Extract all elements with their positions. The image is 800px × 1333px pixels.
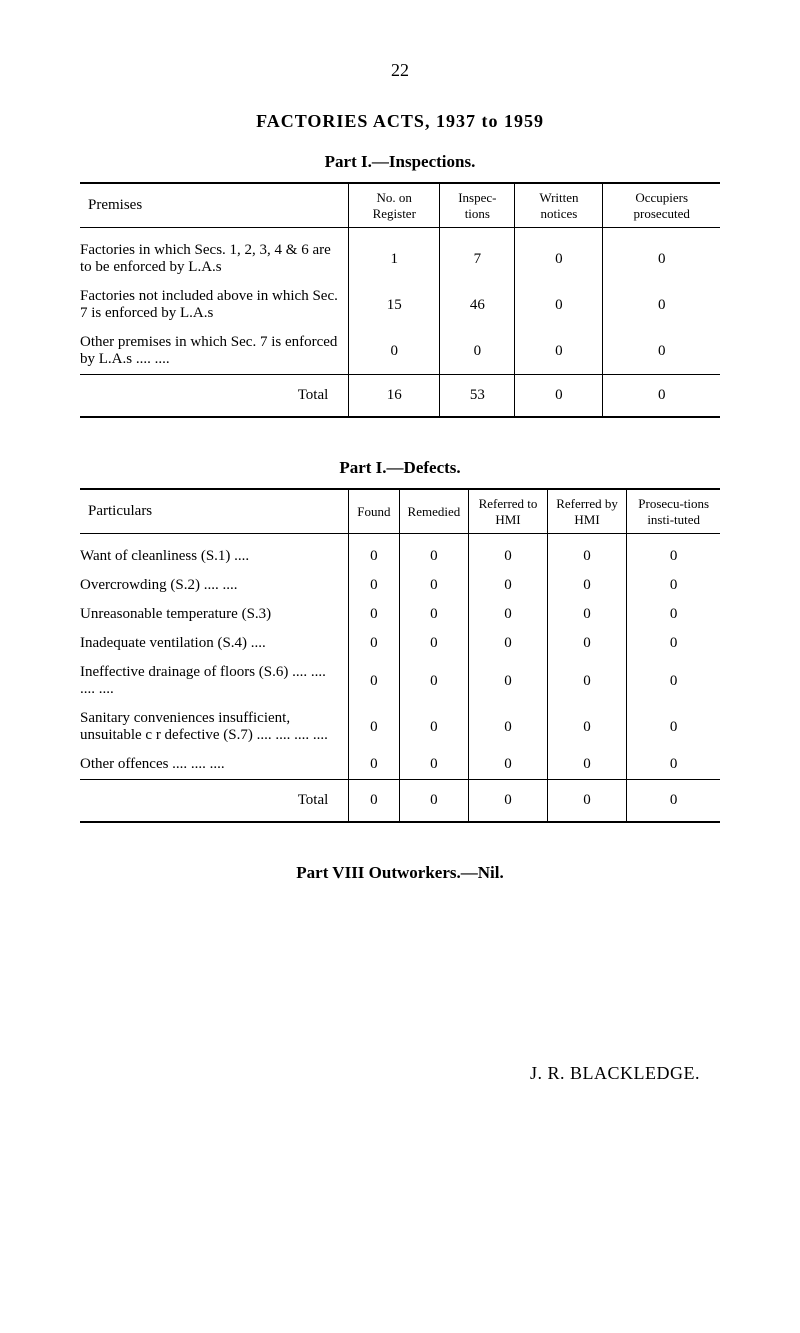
cell: 53 — [440, 375, 515, 418]
row-label: Sanitary conveniences insufficient, unsu… — [80, 704, 349, 750]
cell: 0 — [627, 534, 720, 572]
row-label: Want of cleanliness (S.1) .... — [80, 534, 349, 572]
table-row: Factories in which Secs. 1, 2, 3, 4 & 6 … — [80, 228, 720, 283]
table-row: Sanitary conveniences insufficient, unsu… — [80, 704, 720, 750]
col-prosecuted: Occupiers prosecuted — [603, 183, 720, 228]
page-number: 22 — [80, 60, 720, 81]
cell: 0 — [547, 629, 627, 658]
row-label: Other offences .... .... .... — [80, 750, 349, 780]
cell: 0 — [349, 328, 440, 375]
inspections-table: Premises No. on Register Inspec-tions Wr… — [80, 182, 720, 418]
row-label: Overcrowding (S.2) .... .... — [80, 571, 349, 600]
table-row: Other offences .... .... .... 0 0 0 0 0 — [80, 750, 720, 780]
cell: 0 — [515, 375, 603, 418]
cell: 0 — [627, 629, 720, 658]
total-label: Total — [80, 375, 349, 418]
row-label: Ineffective drainage of floors (S.6) ...… — [80, 658, 349, 704]
cell: 0 — [627, 600, 720, 629]
cell: 0 — [469, 571, 548, 600]
col-notices: Written notices — [515, 183, 603, 228]
cell: 0 — [349, 600, 399, 629]
cell: 0 — [547, 658, 627, 704]
cell: 0 — [547, 704, 627, 750]
total-row: Total 16 53 0 0 — [80, 375, 720, 418]
cell: 0 — [349, 750, 399, 780]
part1-defects-title: Part I.—Defects. — [80, 458, 720, 478]
cell: 0 — [547, 600, 627, 629]
table-row: Want of cleanliness (S.1) .... 0 0 0 0 0 — [80, 534, 720, 572]
cell: 0 — [547, 750, 627, 780]
cell: 0 — [547, 534, 627, 572]
cell: 46 — [440, 282, 515, 328]
cell: 0 — [627, 750, 720, 780]
table-row: Factories not included above in which Se… — [80, 282, 720, 328]
part8-outworkers: Part VIII Outworkers.—Nil. — [80, 863, 720, 883]
cell: 0 — [627, 658, 720, 704]
cell: 0 — [349, 704, 399, 750]
total-row: Total 0 0 0 0 0 — [80, 780, 720, 823]
cell: 0 — [349, 658, 399, 704]
cell: 0 — [399, 571, 469, 600]
col-ref-by: Referred by HMI — [547, 489, 627, 534]
cell: 0 — [515, 228, 603, 283]
cell: 0 — [627, 780, 720, 823]
author-name: J. R. BLACKLEDGE. — [80, 1063, 700, 1084]
col-prosec: Prosecu-tions insti-tuted — [627, 489, 720, 534]
table-row: Ineffective drainage of floors (S.6) ...… — [80, 658, 720, 704]
cell: 0 — [440, 328, 515, 375]
cell: 7 — [440, 228, 515, 283]
col-remedied: Remedied — [399, 489, 469, 534]
table-row: Other premises in which Sec. 7 is enforc… — [80, 328, 720, 375]
cell: 0 — [547, 780, 627, 823]
cell: 0 — [627, 704, 720, 750]
col-premises: Premises — [80, 183, 349, 228]
cell: 0 — [349, 629, 399, 658]
table-row: Overcrowding (S.2) .... .... 0 0 0 0 0 — [80, 571, 720, 600]
col-inspections: Inspec-tions — [440, 183, 515, 228]
cell: 0 — [547, 571, 627, 600]
cell: 0 — [469, 658, 548, 704]
cell: 0 — [469, 629, 548, 658]
main-title: FACTORIES ACTS, 1937 to 1959 — [80, 111, 720, 132]
cell: 16 — [349, 375, 440, 418]
row-label: Unreasonable temperature (S.3) — [80, 600, 349, 629]
row-label: Other premises in which Sec. 7 is enforc… — [80, 328, 349, 375]
cell: 0 — [469, 704, 548, 750]
cell: 0 — [349, 780, 399, 823]
cell: 0 — [469, 534, 548, 572]
cell: 0 — [469, 750, 548, 780]
part1-inspections-title: Part I.—Inspections. — [80, 152, 720, 172]
cell: 0 — [399, 629, 469, 658]
cell: 0 — [399, 704, 469, 750]
cell: 0 — [603, 328, 720, 375]
cell: 1 — [349, 228, 440, 283]
cell: 0 — [349, 571, 399, 600]
cell: 0 — [603, 282, 720, 328]
col-ref-to: Referred to HMI — [469, 489, 548, 534]
cell: 0 — [399, 600, 469, 629]
cell: 0 — [627, 571, 720, 600]
col-found: Found — [349, 489, 399, 534]
cell: 0 — [349, 534, 399, 572]
table-row: Unreasonable temperature (S.3) 0 0 0 0 0 — [80, 600, 720, 629]
cell: 0 — [399, 658, 469, 704]
row-label: Inadequate ventilation (S.4) .... — [80, 629, 349, 658]
cell: 0 — [399, 780, 469, 823]
defects-table: Particulars Found Remedied Referred to H… — [80, 488, 720, 823]
cell: 15 — [349, 282, 440, 328]
cell: 0 — [399, 750, 469, 780]
row-label: Factories not included above in which Se… — [80, 282, 349, 328]
cell: 0 — [515, 328, 603, 375]
cell: 0 — [469, 780, 548, 823]
cell: 0 — [603, 375, 720, 418]
row-label: Factories in which Secs. 1, 2, 3, 4 & 6 … — [80, 228, 349, 283]
cell: 0 — [603, 228, 720, 283]
table-row: Inadequate ventilation (S.4) .... 0 0 0 … — [80, 629, 720, 658]
cell: 0 — [515, 282, 603, 328]
col-register: No. on Register — [349, 183, 440, 228]
col-particulars: Particulars — [80, 489, 349, 534]
cell: 0 — [469, 600, 548, 629]
cell: 0 — [399, 534, 469, 572]
total-label: Total — [80, 780, 349, 823]
